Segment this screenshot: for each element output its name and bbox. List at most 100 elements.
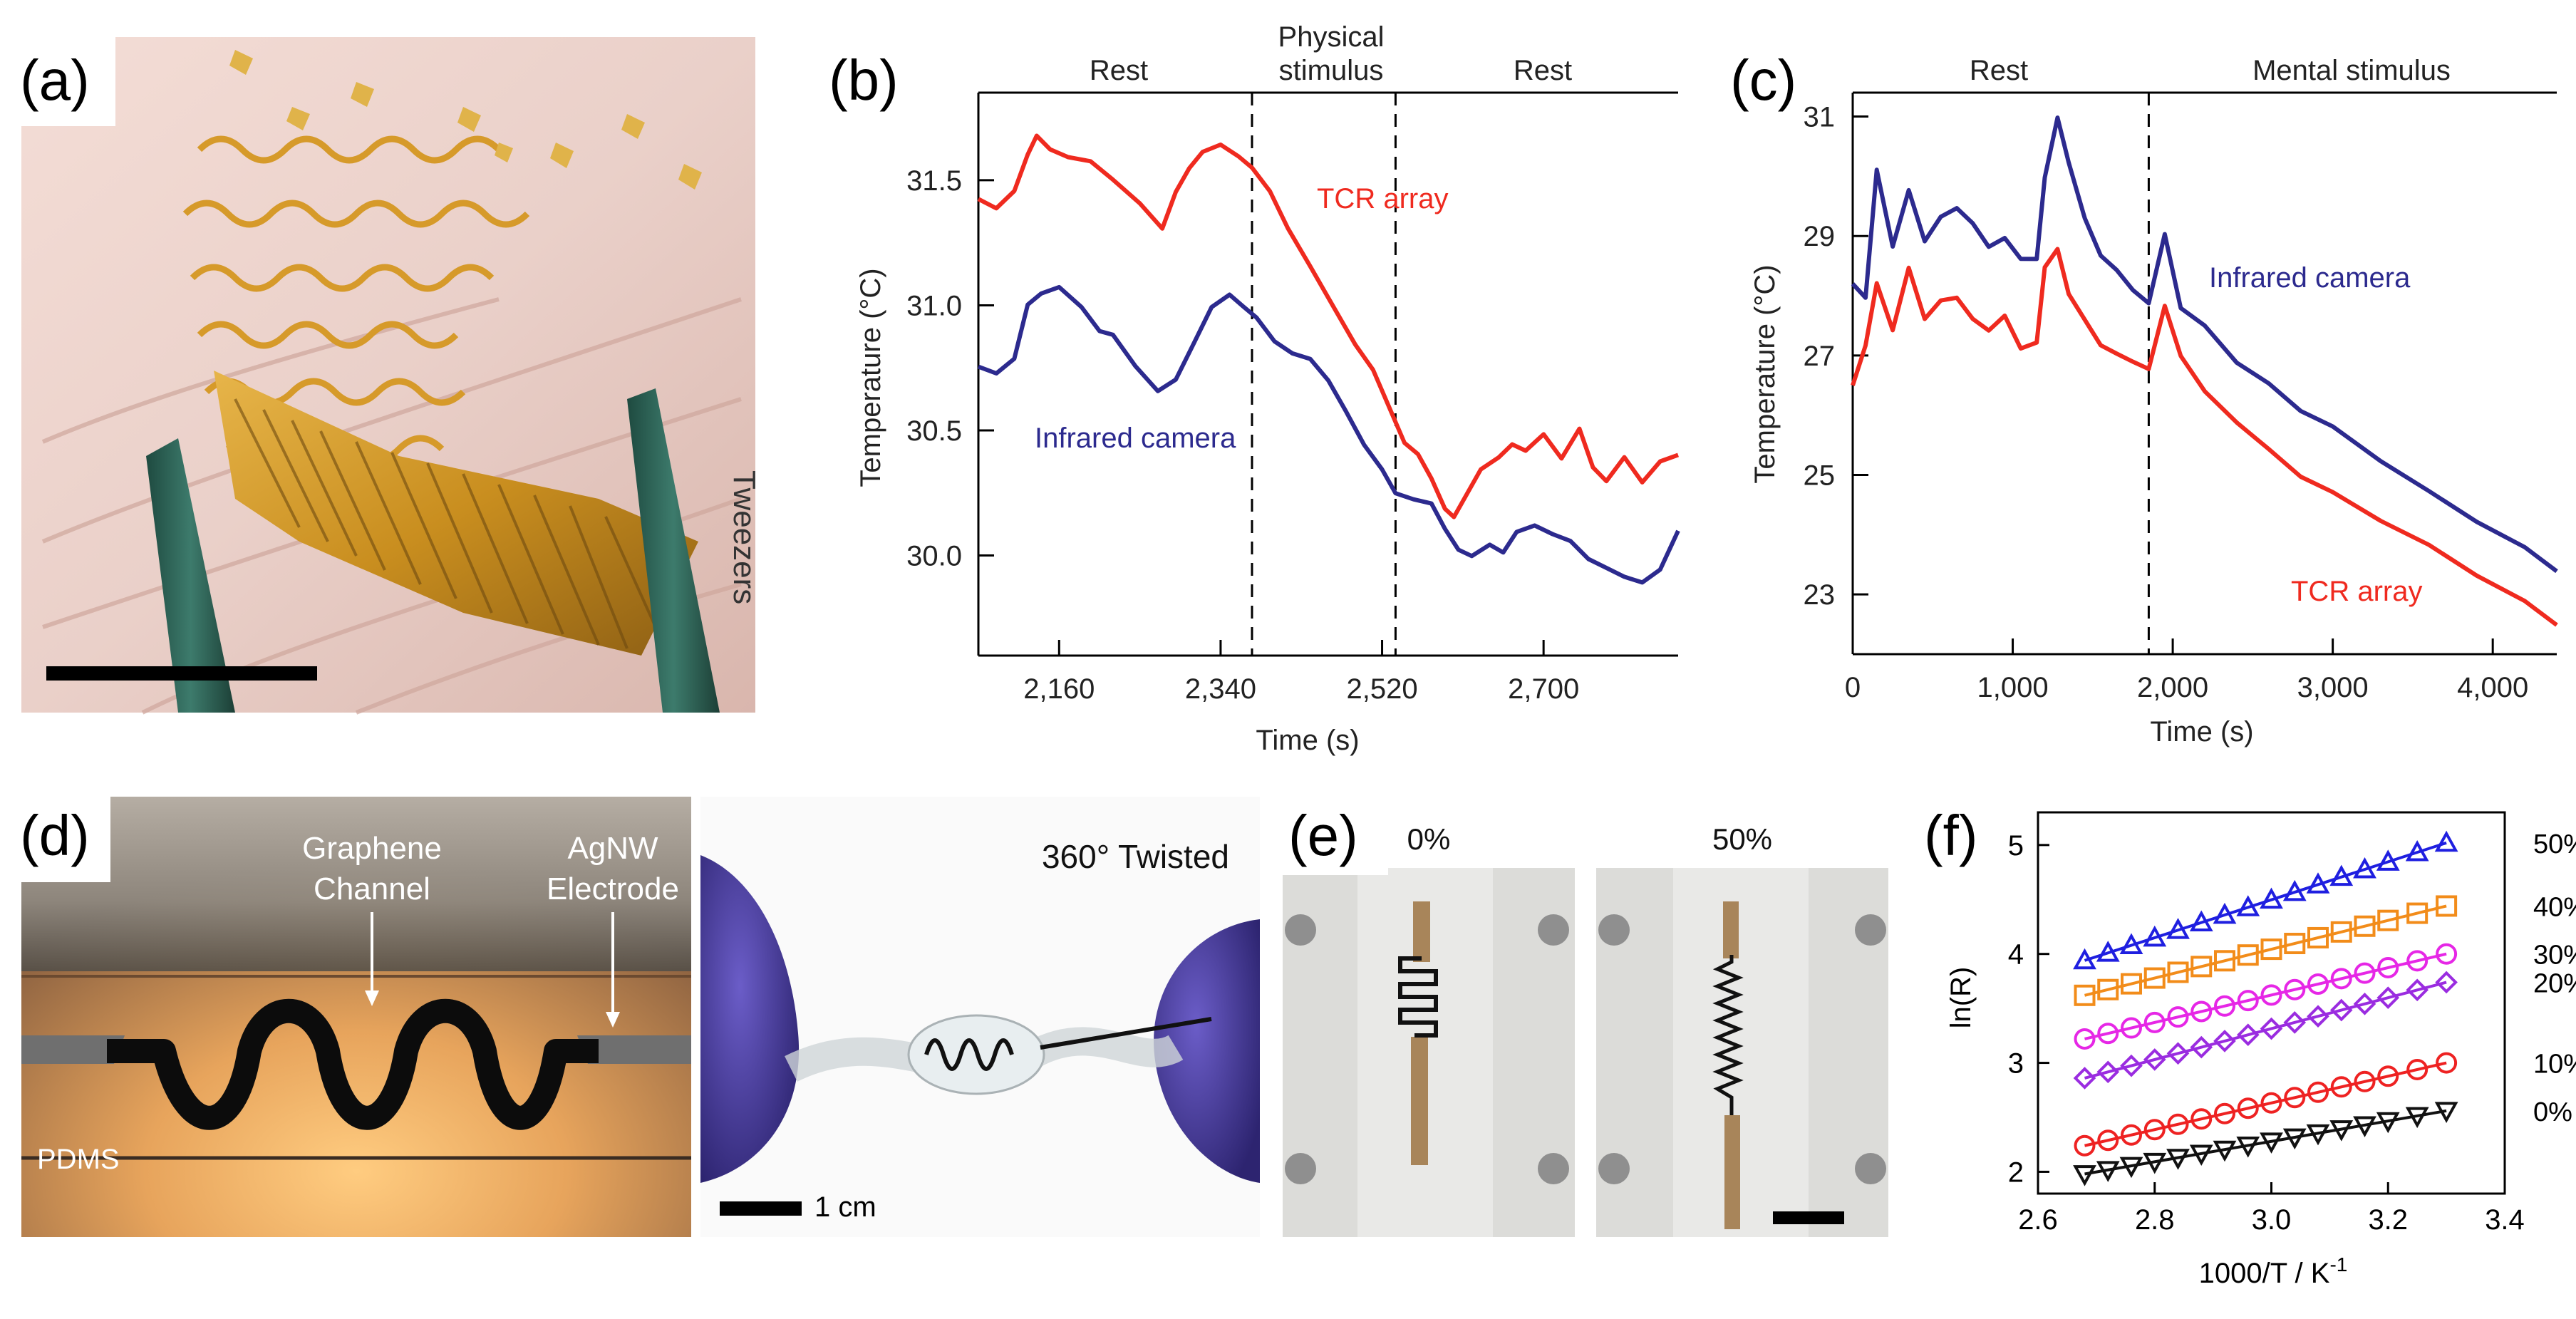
y-tick-label: 27 <box>1804 341 1836 372</box>
panel-d: Graphene Channel AgNW Electrode PDMS (d)… <box>20 797 1260 1237</box>
data-point <box>2074 1134 2096 1157</box>
twisted-label: 360° Twisted <box>1042 838 1229 875</box>
y-ticks: 2 3 4 5 <box>2008 830 2049 1188</box>
y-tick-label: 30.0 <box>906 541 962 572</box>
series-label-tcr: TCR array <box>2291 576 2422 607</box>
y-tick-label: 2 <box>2008 1157 2024 1188</box>
data-point <box>2190 1108 2213 1130</box>
data-point <box>2143 1119 2166 1141</box>
data-point <box>2167 1006 2189 1028</box>
data-point <box>2074 984 2096 1006</box>
data-point <box>2377 1065 2399 1087</box>
data-point <box>2097 978 2119 1000</box>
phase-mental: Mental stimulus <box>2252 55 2451 86</box>
data-point <box>2329 864 2354 886</box>
data-point <box>2376 1112 2400 1134</box>
data-point <box>2405 839 2429 862</box>
agnw-label-line1: AgNW <box>567 831 658 866</box>
data-point <box>2097 1129 2119 1152</box>
data-point <box>2260 938 2282 961</box>
data-point <box>2330 921 2352 943</box>
y-tick-label: 5 <box>2008 830 2024 862</box>
panel-label-c: (c) <box>1730 48 1796 112</box>
data-point <box>2237 1097 2259 1119</box>
tweezer-left-icon <box>146 438 235 713</box>
y-tick-label: 25 <box>1804 460 1836 492</box>
series-label: 0% <box>2533 1097 2572 1127</box>
series-label-tcr: TCR array <box>1317 183 1448 214</box>
glove-right-icon <box>1154 919 1260 1183</box>
series-line-tcr-array <box>1851 247 2558 627</box>
electrode-bottom-50 <box>1724 1115 1740 1229</box>
data-point <box>2190 956 2213 978</box>
data-point <box>2329 998 2353 1022</box>
data-point <box>2121 1017 2142 1039</box>
data-point <box>2119 1157 2143 1179</box>
panel-label-f: (f) <box>1924 804 1978 867</box>
data-point <box>2436 895 2458 917</box>
series-50%: 50% <box>2073 829 2576 970</box>
series-line-infrared-camera <box>977 284 1680 585</box>
y-tick-label: 23 <box>1804 579 1836 611</box>
data-point <box>2353 993 2376 1015</box>
agnw-arrow-head <box>606 1012 620 1028</box>
data-point <box>2143 1048 2166 1071</box>
data-point <box>2282 879 2307 901</box>
data-point <box>2354 1070 2376 1092</box>
y-ticks: 23 25 27 29 31 <box>1804 102 1868 611</box>
data-point <box>2073 1067 2096 1090</box>
data-point <box>2143 967 2166 989</box>
x-tick-label: 3.4 <box>2485 1204 2525 1236</box>
graphene-arrow-head <box>365 990 379 1006</box>
phase-rest-2: Rest <box>1514 55 1572 86</box>
x-tick-label: 2,000 <box>2137 672 2208 703</box>
panel-label-box <box>21 797 110 882</box>
data-point <box>2435 971 2458 994</box>
data-point <box>2167 1113 2189 1135</box>
panel-label-b: (b) <box>829 48 899 112</box>
agnw-label-line2: Electrode <box>547 871 679 906</box>
series-10%: 10% <box>2074 1050 2576 1157</box>
x-tick-label: 0 <box>1845 672 1861 703</box>
x-tick-label: 2,340 <box>1185 673 1256 705</box>
x-axis-title-main: 1000/T / K <box>2199 1258 2330 1289</box>
data-point <box>2097 1023 2119 1045</box>
data-point <box>2121 1124 2142 1146</box>
ribbon-lines <box>234 398 657 649</box>
data-point <box>2260 1092 2282 1114</box>
data-point <box>2121 973 2142 995</box>
panel-label-box <box>21 37 115 126</box>
x-tick-label: 2,700 <box>1508 673 1579 705</box>
pdms-label: PDMS <box>37 1144 120 1175</box>
data-point <box>2237 990 2259 1012</box>
agnw-electrode-right <box>577 1035 691 1064</box>
y-axis-title: Temperature (°C) <box>855 268 886 487</box>
y-tick-label: 30.5 <box>906 415 962 447</box>
x-axis-title: Time (s) <box>2150 716 2253 748</box>
data-point <box>2236 895 2260 916</box>
phase-rest: Rest <box>1970 55 2028 86</box>
x-tick-label: 3.0 <box>2252 1204 2292 1236</box>
substrate-strip-50 <box>1673 868 1809 1237</box>
x-tick-label: 2.6 <box>2018 1204 2058 1236</box>
data-point <box>2329 1120 2354 1142</box>
series-line-infrared-camera <box>1851 115 2558 574</box>
serpentine-50 <box>1712 955 1744 1115</box>
panel-label-d: (d) <box>20 804 90 867</box>
top-band <box>21 797 691 971</box>
data-point <box>2284 1087 2306 1109</box>
data-point <box>2143 1152 2167 1174</box>
data-point <box>2283 1011 2307 1034</box>
series-label: 30% <box>2533 941 2576 971</box>
data-point <box>2353 1116 2376 1137</box>
x-ticks: 0 1,000 2,000 3,000 4,000 <box>1845 638 2528 703</box>
series-label: 50% <box>2533 829 2576 859</box>
data-point <box>2434 830 2458 852</box>
scale-bar <box>720 1201 802 1216</box>
agnw-electrode-left <box>21 1035 125 1064</box>
x-tick-label: 3.2 <box>2368 1204 2408 1236</box>
data-point <box>2260 1132 2283 1154</box>
x-tick-label: 2.8 <box>2135 1204 2175 1236</box>
strain-label-50: 50% <box>1712 822 1772 856</box>
